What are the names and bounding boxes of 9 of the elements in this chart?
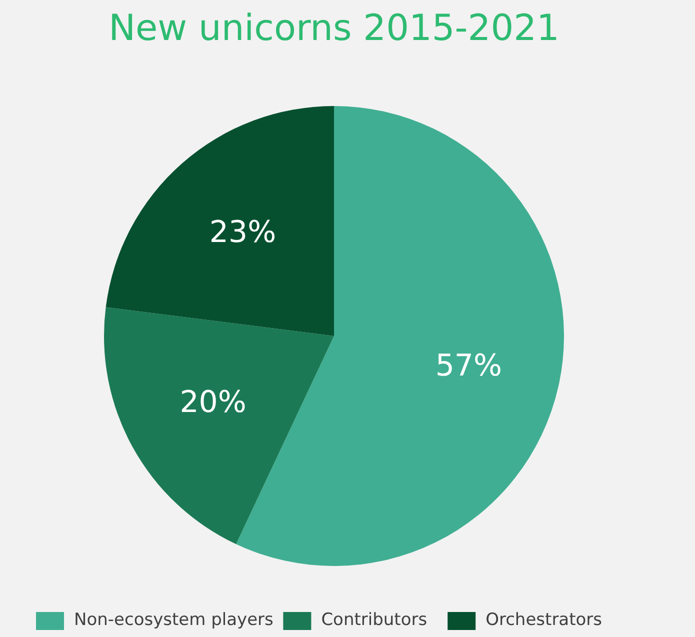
pie-slice bbox=[106, 106, 334, 336]
chart-title: New unicorns 2015-2021 bbox=[108, 8, 560, 49]
data-label: 57% bbox=[435, 348, 502, 384]
data-label: 23% bbox=[209, 214, 276, 250]
legend-label: Contributors bbox=[321, 610, 428, 630]
legend-label: Non-ecosystem players bbox=[74, 610, 274, 630]
legend-label: Orchestrators bbox=[486, 610, 602, 630]
pie-slice bbox=[104, 307, 334, 544]
data-label: 20% bbox=[180, 384, 246, 420]
